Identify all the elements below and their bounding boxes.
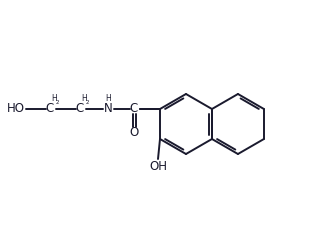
Text: HO: HO bbox=[7, 103, 25, 116]
Text: H: H bbox=[105, 94, 111, 103]
Text: C: C bbox=[46, 103, 54, 116]
Text: N: N bbox=[104, 103, 112, 116]
Text: O: O bbox=[129, 126, 139, 140]
Text: 2: 2 bbox=[56, 100, 59, 105]
Text: C: C bbox=[130, 103, 138, 116]
Text: OH: OH bbox=[149, 160, 167, 173]
Text: H: H bbox=[51, 94, 57, 103]
Text: C: C bbox=[76, 103, 84, 116]
Text: H: H bbox=[81, 94, 87, 103]
Text: 2: 2 bbox=[86, 100, 89, 105]
